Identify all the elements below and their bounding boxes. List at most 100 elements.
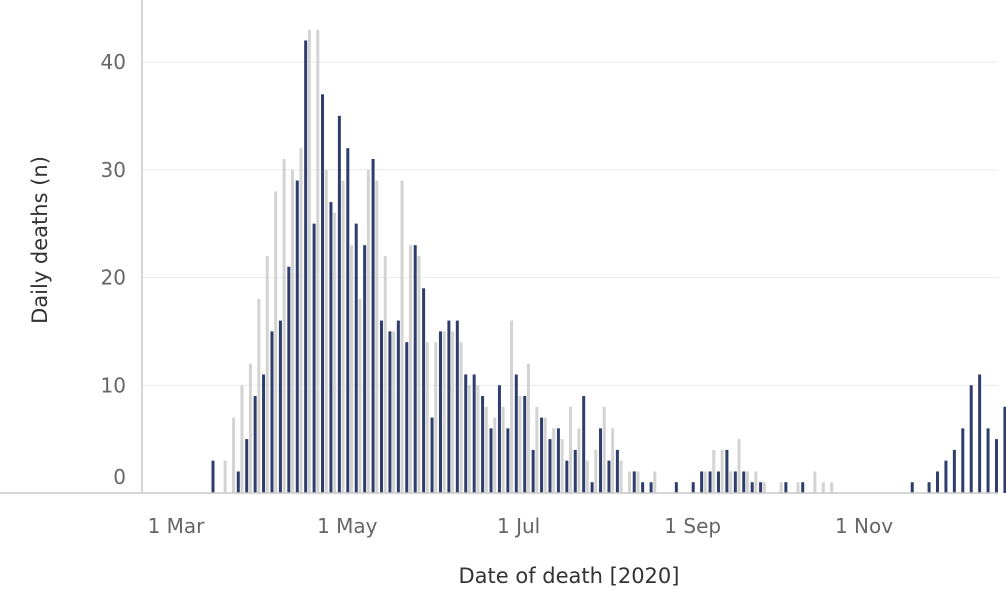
bar-series-a xyxy=(455,320,459,493)
bar-series-b xyxy=(821,482,825,493)
bar-series-a xyxy=(599,428,603,493)
bar-series-b xyxy=(417,255,421,493)
bar-series-b xyxy=(341,180,345,493)
bar-series-a xyxy=(944,460,948,493)
bar-series-a xyxy=(354,223,358,493)
bar-series-a xyxy=(700,471,704,493)
bar-series-a xyxy=(910,482,914,493)
x-tick-label: 1 Nov xyxy=(835,514,893,538)
bar-series-a xyxy=(784,482,788,493)
bar-series-b xyxy=(552,428,556,493)
x-tick-labels: 1 Mar 1 May 1 Jul 1 Sep 1 Nov xyxy=(148,514,894,538)
bar-series-a xyxy=(245,439,249,493)
bar-series-a xyxy=(742,471,746,493)
bar-series-a xyxy=(405,342,409,493)
y-tick-label: 10 xyxy=(101,373,126,397)
bar-series-b xyxy=(636,471,640,493)
bar-series-b xyxy=(467,385,471,493)
bar-series-a xyxy=(447,320,451,493)
bar-series-a xyxy=(969,385,973,493)
bar-series-a xyxy=(321,94,325,493)
x-tick-label: 1 Mar xyxy=(148,514,206,538)
bar-series-a xyxy=(649,482,653,493)
bar-series-a xyxy=(759,482,763,493)
bar-series-a xyxy=(506,428,510,493)
bar-series-a xyxy=(481,396,485,493)
bar-series-a xyxy=(523,396,527,493)
bar-series-b xyxy=(535,406,539,493)
bar-series-b xyxy=(223,460,227,493)
bar-series-b xyxy=(830,482,834,493)
bar-series-b xyxy=(358,299,362,493)
bar-series-b xyxy=(796,482,800,493)
bar-series-a xyxy=(287,266,291,493)
bar-series-b xyxy=(434,342,438,493)
bar-series-a xyxy=(346,148,350,493)
y-tick-labels: 0 10 20 30 40 xyxy=(101,50,126,489)
bar-series-b xyxy=(754,471,758,493)
bar-series-a xyxy=(337,115,341,493)
bar-series-b xyxy=(248,363,252,493)
bar-series-a xyxy=(716,471,720,493)
bar-series-b xyxy=(729,471,733,493)
bar-series-a xyxy=(615,449,619,493)
y-tick-label: 20 xyxy=(101,266,126,290)
bar-series-b xyxy=(720,449,724,493)
bar-series-a xyxy=(750,482,754,493)
bar-series-a xyxy=(514,374,518,493)
bar-series-a xyxy=(548,439,552,493)
bar-series-b xyxy=(653,471,657,493)
bar-series-a xyxy=(262,374,266,493)
bar-series-a xyxy=(801,482,805,493)
bar-series-a xyxy=(582,396,586,493)
bar-series-a xyxy=(607,460,611,493)
bar-series-a xyxy=(497,385,501,493)
bar-series-a xyxy=(986,428,990,493)
bar-series-b xyxy=(425,342,429,493)
bar-series-b xyxy=(813,471,817,493)
x-tick-label: 1 May xyxy=(317,514,378,538)
bar-series-a xyxy=(540,417,544,493)
bar-series-a xyxy=(472,374,476,493)
bar-series-a xyxy=(961,428,965,493)
bar-series-b xyxy=(324,169,328,493)
bar-series-a xyxy=(927,482,931,493)
bar-series-a xyxy=(379,320,383,493)
x-tick-label: 1 Sep xyxy=(664,514,721,538)
bar-series-b xyxy=(299,148,303,493)
bar-series-a xyxy=(413,245,417,493)
y-tick-label: 0 xyxy=(113,465,126,489)
bar-series-a xyxy=(725,449,729,493)
bar-series-b xyxy=(400,180,404,493)
bar-series-b xyxy=(274,191,278,494)
bar-series-a xyxy=(211,460,215,493)
bar-series-b xyxy=(703,471,707,493)
bar-series-b xyxy=(518,396,522,493)
bar-series-a xyxy=(952,449,956,493)
bar-series-b xyxy=(712,449,716,493)
bar-series-a xyxy=(1003,406,1006,493)
bar-series-a xyxy=(936,471,940,493)
bar-series-a xyxy=(733,471,737,493)
bar-series-a xyxy=(422,288,426,493)
bar-series-b xyxy=(585,460,589,493)
bar-series-b xyxy=(779,482,783,493)
bar-series-b xyxy=(484,406,488,493)
bar-series-a xyxy=(278,320,282,493)
bar-series-a xyxy=(236,471,240,493)
x-axis-title: Date of death [2020] xyxy=(459,564,680,588)
bar-series-b xyxy=(442,331,446,493)
bar-series-b xyxy=(333,212,337,493)
bar-series-a xyxy=(464,374,468,493)
bar-series-b xyxy=(611,428,615,493)
y-gridlines xyxy=(142,61,998,386)
bar-series-b xyxy=(291,169,295,493)
bar-series-b xyxy=(240,385,244,493)
y-tick-label: 40 xyxy=(101,50,126,74)
bar-series-a xyxy=(270,331,274,493)
bar-series-b xyxy=(737,439,741,493)
bar-series-a xyxy=(304,40,308,493)
bar-series-b xyxy=(501,406,505,493)
bar-series-b xyxy=(408,245,412,493)
